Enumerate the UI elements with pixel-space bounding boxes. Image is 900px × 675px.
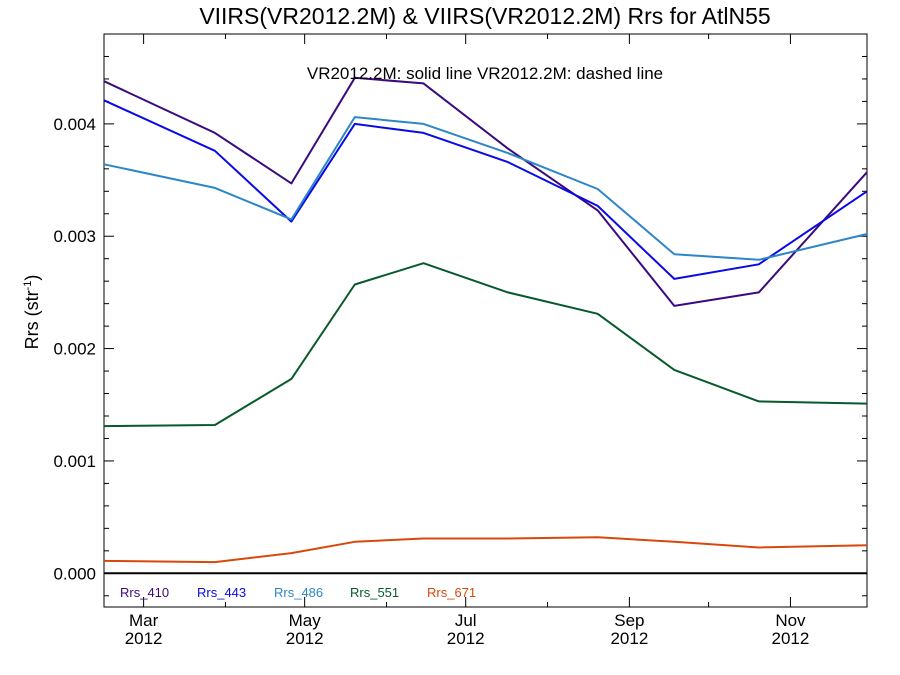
y-tick-label: 0.004 (53, 115, 96, 134)
line-style-note: VR2012.2M: solid line VR2012.2M: dashed … (307, 64, 663, 83)
x-tick-year: 2012 (286, 629, 324, 648)
x-tick-month: May (289, 611, 322, 630)
x-tick-year: 2012 (772, 629, 810, 648)
series-line-rrs-671 (103, 536, 868, 564)
y-tick-labels: 0.000 0.001 0.002 0.003 0.004 (53, 115, 96, 583)
legend-entry-rrs-443: Rrs_443 (197, 585, 246, 600)
legend-entry-rrs-671: Rrs_671 (427, 585, 476, 600)
legend-entry-rrs-486: Rrs_486 (274, 585, 323, 600)
y-tick-label: 0.003 (53, 227, 96, 246)
legend-entry-rrs-410: Rrs_410 (120, 585, 169, 600)
x-tick-month: Nov (775, 611, 806, 630)
x-tick-year: 2012 (125, 629, 163, 648)
y-axis-label: Rrs (str-1) (22, 275, 42, 350)
y-tick-label: 0.001 (53, 452, 96, 471)
x-tick-month: Sep (614, 611, 644, 630)
legend: Rrs_410 Rrs_443 Rrs_486 Rrs_551 Rrs_671 (120, 585, 476, 600)
series-line-rrs-410 (103, 76, 868, 307)
series-lines (103, 76, 868, 564)
y-tick-label: 0.000 (53, 564, 96, 583)
series-line-rrs-486 (103, 116, 868, 261)
legend-entry-rrs-551: Rrs_551 (350, 585, 399, 600)
series-line-rrs-443 (103, 99, 868, 280)
chart-title: VIIRS(VR2012.2M) & VIIRS(VR2012.2M) Rrs … (199, 3, 770, 29)
series-line-rrs-551 (103, 262, 868, 428)
x-tick-year: 2012 (610, 629, 648, 648)
y-tick-label: 0.002 (53, 340, 96, 359)
axis-ticks (104, 34, 867, 607)
x-tick-month: Jul (455, 611, 477, 630)
x-tick-month: Mar (129, 611, 159, 630)
plot-frame (103, 33, 868, 608)
x-tick-year: 2012 (447, 629, 485, 648)
